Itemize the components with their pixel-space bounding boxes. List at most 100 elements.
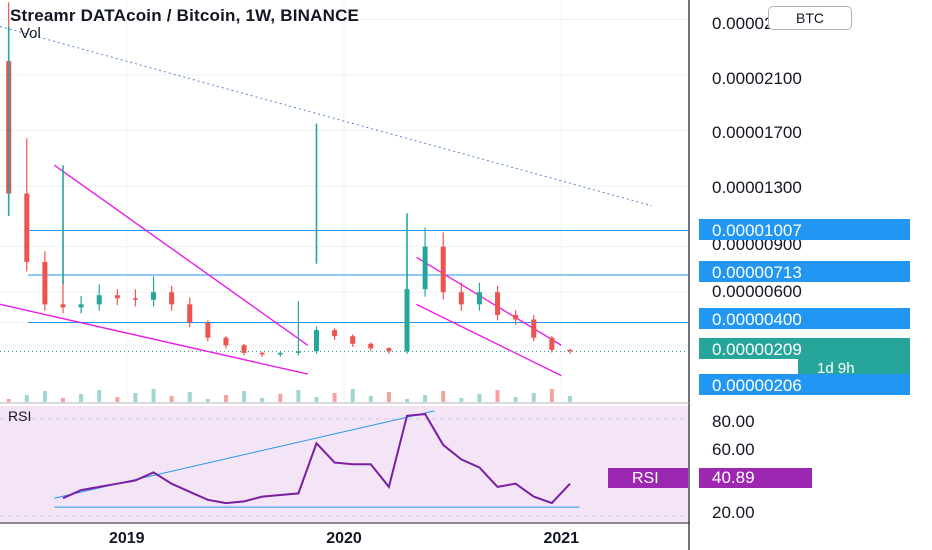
- candle-body: [404, 289, 410, 352]
- candle-body: [259, 352, 265, 355]
- candle-body: [277, 352, 283, 355]
- volume-bar: [531, 393, 536, 402]
- rsi-name-tag-label: RSI: [632, 470, 659, 487]
- price-tag-bg: [699, 374, 910, 395]
- candle-body: [132, 298, 138, 300]
- candle-body: [169, 292, 175, 305]
- volume-bar: [115, 397, 120, 402]
- candle-body: [24, 193, 30, 262]
- volume-bar: [314, 397, 319, 402]
- candle-body: [531, 319, 537, 338]
- rsi-axis-tick: 80.00: [712, 412, 755, 431]
- volume-bar: [296, 390, 301, 402]
- chart-title: Streamr DATAcoin / Bitcoin, 1W, BINANCE: [10, 6, 360, 25]
- candle-body: [187, 304, 193, 323]
- volume-bar: [61, 398, 66, 402]
- rsi-axis-tick: 60.00: [712, 440, 755, 459]
- candle-body: [476, 292, 482, 305]
- volume-bar: [79, 394, 84, 402]
- time-axis-tick: 2019: [109, 530, 145, 547]
- candle-body: [205, 322, 211, 338]
- time-axis-tick: 2020: [326, 530, 362, 547]
- candle-body: [350, 336, 356, 344]
- volume-bar: [187, 392, 192, 402]
- volume-bar: [42, 391, 47, 402]
- volume-bar: [97, 390, 102, 402]
- price-tag-bg: [699, 338, 910, 359]
- time-axis-tick: 2021: [543, 530, 579, 547]
- price-axis-tick: 0.00002100: [712, 69, 802, 88]
- candle-body: [495, 292, 501, 315]
- volume-bar: [513, 397, 518, 402]
- candle-body: [440, 246, 446, 293]
- rsi-value-tag-bg: [699, 468, 812, 488]
- countdown-tag-label: 1d 9h: [817, 360, 855, 377]
- price-tag-label: 0.00000713: [712, 263, 802, 282]
- volume-bar: [223, 395, 228, 402]
- price-tag-bg: [699, 219, 910, 240]
- price-axis-tick: 0.00001700: [712, 123, 802, 142]
- candle-body: [313, 330, 319, 352]
- volume-bar: [24, 395, 29, 402]
- countdown-tag-bg: [798, 359, 910, 376]
- volume-bar: [567, 396, 572, 402]
- candle-body: [42, 261, 48, 305]
- price-tag-label: 0.00000209: [712, 340, 802, 359]
- volume-bar: [368, 396, 373, 402]
- volume-bar: [405, 399, 410, 402]
- volume-bar: [169, 396, 174, 402]
- candle-body: [513, 314, 519, 320]
- volume-bar: [6, 399, 11, 402]
- candle-body: [223, 337, 229, 346]
- volume-bar: [350, 389, 355, 402]
- candle-body: [549, 337, 555, 350]
- price-axis-tick: 0.00000600: [712, 282, 802, 301]
- trendline-wedge2-upper: [416, 256, 562, 346]
- rsi-value-tag-label: 40.89: [712, 468, 755, 487]
- candle-body: [60, 304, 66, 308]
- volume-bar: [495, 390, 500, 402]
- price-tag-label: 0.00001007: [712, 221, 802, 240]
- volume-label: Vol: [20, 25, 41, 42]
- price-tag-label: 0.00000206: [712, 376, 802, 395]
- candle-body: [332, 330, 338, 337]
- currency-toggle-button[interactable]: BTC: [768, 6, 852, 30]
- rsi-pane-label: RSI: [8, 408, 32, 424]
- candle-body: [368, 343, 374, 349]
- candle-body: [295, 351, 301, 353]
- volume-bar: [441, 391, 446, 402]
- rsi-name-tag-bg: [608, 468, 688, 488]
- rsi-axis-tick: 20.00: [712, 503, 755, 522]
- price-tag-bg: [699, 308, 910, 329]
- volume-bar: [459, 398, 464, 402]
- volume-bar: [242, 391, 247, 402]
- volume-bar: [386, 392, 391, 402]
- volume-bar: [205, 399, 210, 402]
- trendline-wedge1-lower: [0, 303, 308, 375]
- volume-bar: [278, 394, 283, 402]
- candle-body: [422, 246, 428, 290]
- candle-body: [386, 348, 392, 352]
- candle-body: [78, 304, 84, 308]
- volume-bar: [260, 398, 265, 402]
- candle-body: [96, 295, 102, 305]
- volume-bar: [423, 395, 428, 402]
- candle-body: [114, 295, 120, 299]
- rsi-line: [62, 413, 571, 505]
- trendline-wedge1-upper: [53, 164, 309, 346]
- price-axis-tick: 0.00001300: [712, 178, 802, 197]
- candle-body: [241, 345, 247, 353]
- volume-bar: [151, 389, 156, 402]
- price-tag-bg: [699, 261, 910, 282]
- price-tag-label: 0.00000400: [712, 310, 802, 329]
- candle-body: [151, 292, 157, 300]
- volume-bar: [549, 389, 554, 402]
- trendline-wedge2-lower: [416, 303, 562, 377]
- volume-bar: [332, 393, 337, 402]
- candle-body: [458, 292, 464, 305]
- volume-bar: [133, 393, 138, 402]
- volume-bar: [477, 394, 482, 402]
- candle-body: [567, 349, 573, 352]
